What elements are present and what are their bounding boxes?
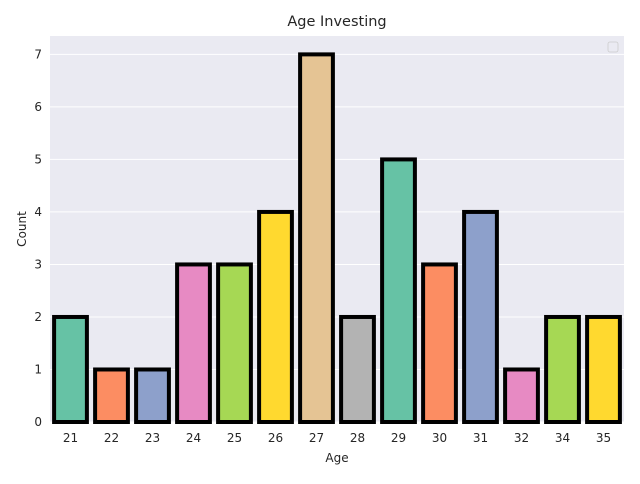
x-tick-label: 31 xyxy=(473,431,488,445)
y-tick-label: 6 xyxy=(34,100,42,114)
bar-age-25 xyxy=(216,262,253,424)
bar-age-30 xyxy=(421,262,458,424)
bar-age-22 xyxy=(93,367,130,425)
legend-box xyxy=(607,41,619,53)
bar-age-26 xyxy=(257,209,294,424)
bar-age-21 xyxy=(52,314,89,424)
y-tick-label: 2 xyxy=(34,310,42,324)
x-tick-label: 34 xyxy=(555,431,570,445)
chart-title: Age Investing xyxy=(287,14,386,30)
x-tick-label: 32 xyxy=(514,431,529,445)
x-tick-label: 29 xyxy=(391,431,406,445)
y-tick-labels: 0 1 2 3 4 5 6 7 xyxy=(34,47,42,429)
x-tick-labels: 21 22 23 24 25 26 27 28 29 30 31 32 34 35 xyxy=(63,431,611,445)
x-tick-label: 25 xyxy=(227,431,242,445)
y-tick-label: 1 xyxy=(34,362,42,376)
x-tick-label: 28 xyxy=(350,431,365,445)
bar-age-28 xyxy=(339,314,376,424)
x-tick-label: 24 xyxy=(186,431,201,445)
plot-area xyxy=(50,36,624,422)
x-tick-label: 35 xyxy=(596,431,611,445)
x-axis-label: Age xyxy=(325,451,348,465)
y-tick-label: 5 xyxy=(34,152,42,166)
bar-age-29 xyxy=(380,157,417,424)
x-tick-label: 26 xyxy=(268,431,283,445)
bar-age-31 xyxy=(462,209,499,424)
y-tick-label: 3 xyxy=(34,257,42,271)
bar-age-23 xyxy=(134,367,171,425)
bar-age-35 xyxy=(585,314,622,424)
x-tick-label: 21 xyxy=(63,431,78,445)
y-tick-label: 4 xyxy=(34,205,42,219)
y-tick-label: 7 xyxy=(34,47,42,61)
bars xyxy=(52,52,622,425)
x-tick-label: 23 xyxy=(145,431,160,445)
x-tick-label: 22 xyxy=(104,431,119,445)
bar-age-24 xyxy=(175,262,212,424)
y-tick-label: 0 xyxy=(34,415,42,429)
y-axis-label: Count xyxy=(15,211,29,247)
bar-age-34 xyxy=(544,314,581,424)
bar-age-32 xyxy=(503,367,540,425)
bar-age-27 xyxy=(298,52,335,424)
x-tick-label: 30 xyxy=(432,431,447,445)
x-tick-label: 27 xyxy=(309,431,324,445)
